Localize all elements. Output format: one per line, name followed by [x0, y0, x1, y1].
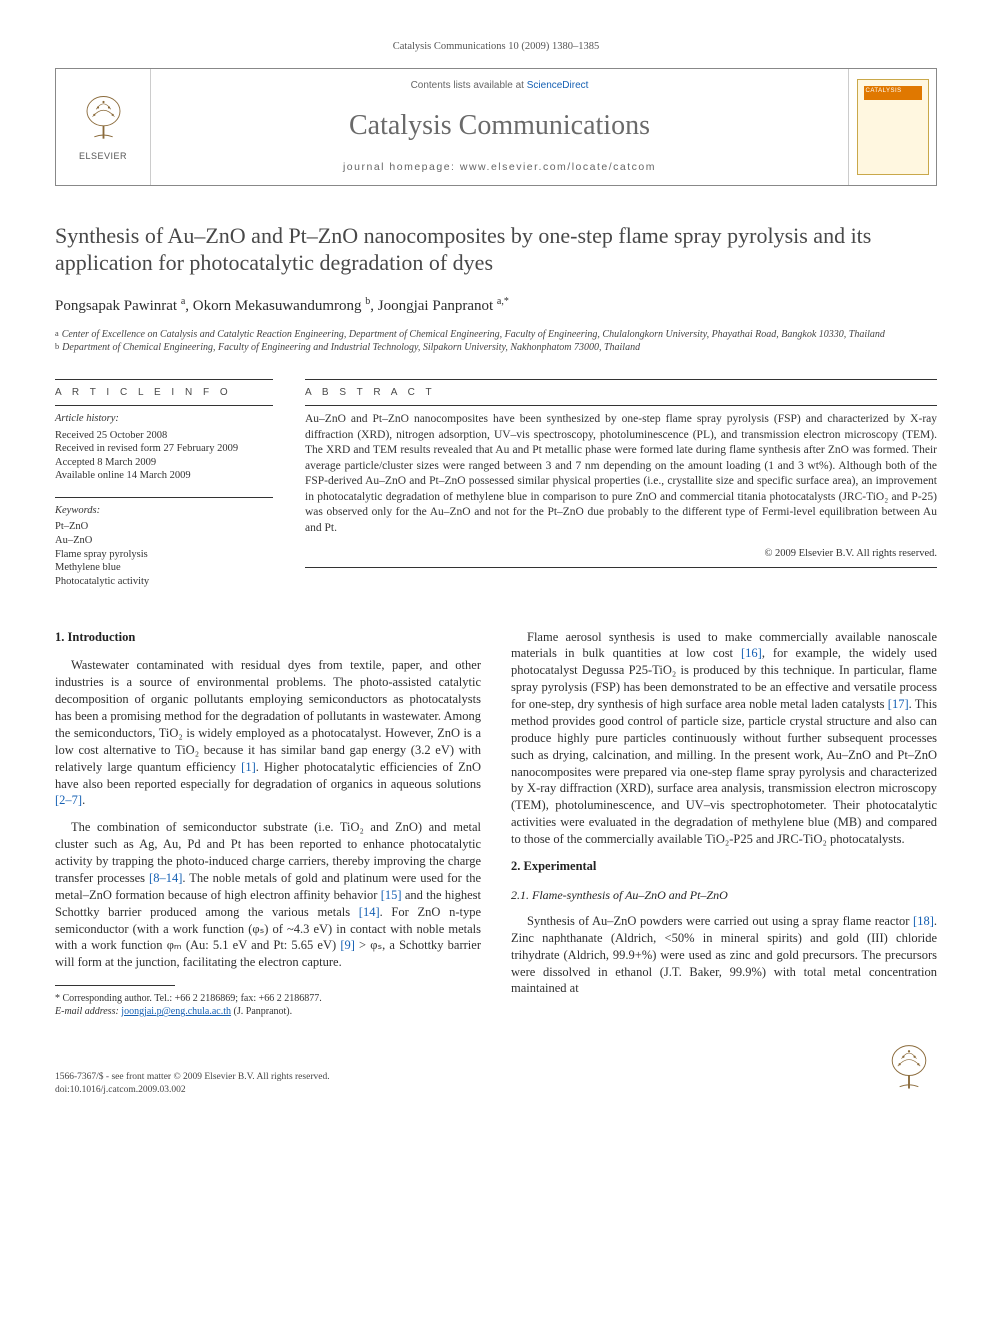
affiliation: aCenter of Excellence on Catalysis and C…	[55, 328, 937, 342]
body-paragraph: The combination of semiconductor substra…	[55, 819, 481, 971]
corresponding-author-footnote: * Corresponding author. Tel.: +66 2 2186…	[55, 992, 481, 1018]
body-columns: 1. Introduction Wastewater contaminated …	[55, 629, 937, 1019]
authors: Pongsapak Pawinrat a, Okorn Mekasuwandum…	[55, 295, 937, 316]
cover-thumb-box: CATALYSIS	[848, 69, 936, 184]
section-1-heading: 1. Introduction	[55, 629, 481, 646]
article-info-abstract-row: A R T I C L E I N F O Article history: R…	[55, 373, 937, 603]
keyword: Methylene blue	[55, 561, 273, 575]
history-entry: Accepted 8 March 2009	[55, 456, 273, 470]
elsevier-tree-icon	[881, 1040, 937, 1096]
divider	[305, 567, 937, 568]
contents-available-line: Contents lists available at ScienceDirec…	[411, 79, 589, 93]
body-paragraph: Wastewater contaminated with residual dy…	[55, 657, 481, 809]
journal-cover-icon: CATALYSIS	[857, 79, 929, 175]
left-column: 1. Introduction Wastewater contaminated …	[55, 629, 481, 1019]
history-entry: Received in revised form 27 February 200…	[55, 442, 273, 456]
sciencedirect-link[interactable]: ScienceDirect	[527, 80, 589, 91]
article-info-column: A R T I C L E I N F O Article history: R…	[55, 373, 273, 603]
abstract-text: Au–ZnO and Pt–ZnO nanocomposites have be…	[305, 412, 937, 536]
masthead-center: Contents lists available at ScienceDirec…	[151, 69, 848, 184]
email-line: E-mail address: joongjai.p@eng.chula.ac.…	[55, 1005, 481, 1018]
elsevier-tree-icon	[76, 91, 131, 146]
footer-left: 1566-7367/$ - see front matter © 2009 El…	[55, 1071, 330, 1096]
keyword: Flame spray pyrolysis	[55, 548, 273, 562]
abstract-column: A B S T R A C T Au–ZnO and Pt–ZnO nanoco…	[305, 373, 937, 603]
publisher-name: ELSEVIER	[79, 150, 127, 162]
journal-title: Catalysis Communications	[349, 107, 650, 145]
divider	[55, 379, 273, 380]
divider	[305, 405, 937, 406]
divider	[55, 497, 273, 498]
footer-issn-line: 1566-7367/$ - see front matter © 2009 El…	[55, 1071, 330, 1083]
article-info-label: A R T I C L E I N F O	[55, 386, 273, 400]
journal-masthead: ELSEVIER Contents lists available at Sci…	[55, 68, 937, 185]
history-entry: Received 25 October 2008	[55, 429, 273, 443]
footer-doi-line: doi:10.1016/j.catcom.2009.03.002	[55, 1084, 330, 1096]
publisher-logo-box: ELSEVIER	[56, 69, 151, 184]
history-entry: Available online 14 March 2009	[55, 469, 273, 483]
footnote-rule	[55, 985, 175, 986]
divider	[305, 379, 937, 380]
page-footer: 1566-7367/$ - see front matter © 2009 El…	[55, 1040, 937, 1096]
keyword: Pt–ZnO	[55, 520, 273, 534]
affiliation: bDepartment of Chemical Engineering, Fac…	[55, 341, 937, 355]
history-heading: Article history:	[55, 412, 273, 426]
abstract-copyright: © 2009 Elsevier B.V. All rights reserved…	[305, 547, 937, 561]
divider	[55, 405, 273, 406]
keywords-block: Keywords: Pt–ZnOAu–ZnOFlame spray pyroly…	[55, 504, 273, 588]
abstract-label: A B S T R A C T	[305, 386, 937, 400]
body-paragraph: Flame aerosol synthesis is used to make …	[511, 629, 937, 848]
article-title: Synthesis of Au–ZnO and Pt–ZnO nanocompo…	[55, 222, 937, 277]
corresponding-line: * Corresponding author. Tel.: +66 2 2186…	[55, 992, 481, 1005]
email-label: E-mail address:	[55, 1006, 119, 1017]
section-2-1-heading: 2.1. Flame-synthesis of Au–ZnO and Pt–Zn…	[511, 887, 937, 903]
body-paragraph: Synthesis of Au–ZnO powders were carried…	[511, 913, 937, 997]
section-2-heading: 2. Experimental	[511, 858, 937, 875]
contents-prefix: Contents lists available at	[411, 80, 527, 91]
right-column: Flame aerosol synthesis is used to make …	[511, 629, 937, 1019]
email-link[interactable]: joongjai.p@eng.chula.ac.th	[121, 1006, 231, 1017]
page-citation: Catalysis Communications 10 (2009) 1380–…	[55, 40, 937, 54]
email-author: (J. Panpranot).	[234, 1006, 293, 1017]
article-history-block: Article history: Received 25 October 200…	[55, 412, 273, 483]
keywords-heading: Keywords:	[55, 504, 273, 518]
journal-homepage: journal homepage: www.elsevier.com/locat…	[343, 160, 656, 174]
cover-label: CATALYSIS	[866, 87, 902, 95]
keyword: Photocatalytic activity	[55, 575, 273, 589]
affiliations: aCenter of Excellence on Catalysis and C…	[55, 328, 937, 355]
keyword: Au–ZnO	[55, 534, 273, 548]
